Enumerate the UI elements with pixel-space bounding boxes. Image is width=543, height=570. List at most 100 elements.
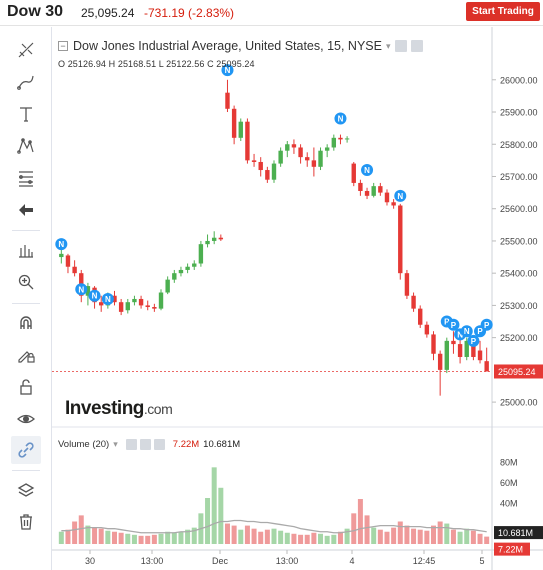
- link-icon[interactable]: [11, 436, 41, 464]
- candle: [152, 307, 157, 309]
- volume-bar: [185, 529, 191, 544]
- volume-bar: [391, 527, 397, 544]
- unlock-icon[interactable]: [11, 373, 41, 401]
- volume-bar: [457, 531, 463, 544]
- collapse-icon[interactable]: −: [58, 41, 68, 51]
- brand-name: Investing: [65, 398, 144, 419]
- news-marker-label: P: [477, 327, 483, 336]
- candle: [351, 163, 356, 183]
- candle: [484, 361, 489, 372]
- candle: [318, 150, 323, 167]
- volume-bar: [138, 535, 144, 544]
- volume-bar: [105, 530, 111, 544]
- volume-bar: [191, 527, 197, 544]
- start-trading-button[interactable]: Start Trading: [466, 2, 540, 21]
- chevron-down-icon[interactable]: ▾: [113, 439, 118, 449]
- pencil-lock-icon[interactable]: [11, 341, 41, 369]
- eye-icon[interactable]: [11, 405, 41, 433]
- candle: [258, 161, 263, 171]
- news-marker-label: N: [105, 295, 111, 304]
- volume-bar: [477, 533, 483, 544]
- news-marker-label: N: [464, 327, 470, 336]
- candle: [192, 263, 197, 267]
- price-axis-label: 26000.00: [500, 75, 538, 85]
- candle: [437, 353, 443, 370]
- price-chart[interactable]: 26000.00 25900.00 25800.00 25700.00 25600.00…: [52, 27, 543, 570]
- layers-icon[interactable]: [11, 477, 41, 505]
- volume-bar: [404, 525, 410, 544]
- volume-bar: [417, 529, 423, 544]
- volume-bar: [158, 533, 164, 544]
- toolbar-separator: [12, 230, 40, 231]
- candle: [358, 182, 363, 191]
- investing-logo: Investing.com: [65, 398, 173, 420]
- candle: [471, 340, 476, 357]
- volume-bar: [431, 525, 437, 544]
- candle: [158, 292, 164, 309]
- settings-icon[interactable]: [410, 40, 423, 52]
- news-marker-label: N: [338, 114, 344, 123]
- candle: [145, 305, 150, 308]
- news-marker-label: P: [471, 337, 477, 346]
- trash-icon[interactable]: [11, 508, 41, 536]
- candle: [172, 273, 177, 280]
- chevron-down-icon[interactable]: ▾: [385, 40, 391, 51]
- news-marker: [221, 64, 234, 77]
- candle: [205, 240, 210, 245]
- measure-icon[interactable]: [11, 236, 41, 264]
- price-axis-label: 25400.00: [500, 269, 538, 279]
- news-marker-label: N: [58, 240, 64, 249]
- volume-bar: [278, 530, 284, 544]
- chart-legend: − Dow Jones Industrial Average, United S…: [58, 39, 423, 53]
- news-marker-label: N: [92, 292, 98, 301]
- text-icon[interactable]: [11, 100, 41, 128]
- settings-icon[interactable]: [139, 439, 151, 450]
- instrument-price: 25,095.24: [81, 6, 135, 20]
- news-marker: [480, 318, 493, 331]
- brush-icon[interactable]: [11, 68, 41, 96]
- volume-bar: [331, 534, 337, 544]
- candle: [324, 147, 330, 151]
- volume-badge-label: 7.22M: [498, 545, 523, 555]
- volume-bar: [351, 513, 357, 544]
- candle: [251, 160, 257, 162]
- back-arrow-icon[interactable]: [11, 196, 41, 224]
- legend-title: Dow Jones Industrial Average, United Sta…: [73, 39, 382, 53]
- volume-bar: [291, 533, 297, 544]
- volume-bar: [484, 536, 490, 544]
- volume-bar: [364, 515, 370, 544]
- candle: [165, 279, 170, 293]
- volume-bar: [258, 531, 264, 544]
- crosshair-icon[interactable]: [11, 36, 41, 64]
- news-marker-label: N: [225, 66, 231, 75]
- candle: [398, 205, 403, 274]
- news-marker-label: P: [444, 318, 450, 327]
- magnet-icon[interactable]: [11, 309, 41, 337]
- pattern-icon[interactable]: [11, 132, 41, 160]
- volume-bar: [318, 533, 324, 544]
- instrument-title: Dow 30: [7, 3, 64, 20]
- volume-bar: [224, 523, 230, 544]
- volume-bar: [85, 525, 91, 544]
- volume-bar: [337, 531, 343, 544]
- zoom-icon[interactable]: [11, 268, 41, 296]
- volume-bar: [324, 535, 330, 544]
- volume-bar: [271, 528, 277, 544]
- fib-icon[interactable]: [11, 164, 41, 192]
- volume-bar: [171, 532, 177, 544]
- volume-bar: [165, 531, 171, 544]
- chart-area[interactable]: 26000.00 25900.00 25800.00 25700.00 25600.00…: [52, 27, 543, 570]
- eye-toggle-icon[interactable]: [125, 439, 137, 450]
- candle: [371, 186, 376, 196]
- volume-label: Volume (20): [58, 439, 110, 450]
- candle: [271, 163, 277, 180]
- price-axis-label: 25900.00: [500, 108, 538, 118]
- candle: [185, 266, 190, 270]
- candle: [311, 160, 317, 167]
- close-icon[interactable]: [153, 439, 165, 450]
- news-marker: [75, 283, 88, 296]
- candle: [138, 298, 144, 306]
- eye-toggle-icon[interactable]: [394, 40, 407, 52]
- candle: [424, 324, 430, 335]
- volume-value: 7.22M: [172, 439, 200, 450]
